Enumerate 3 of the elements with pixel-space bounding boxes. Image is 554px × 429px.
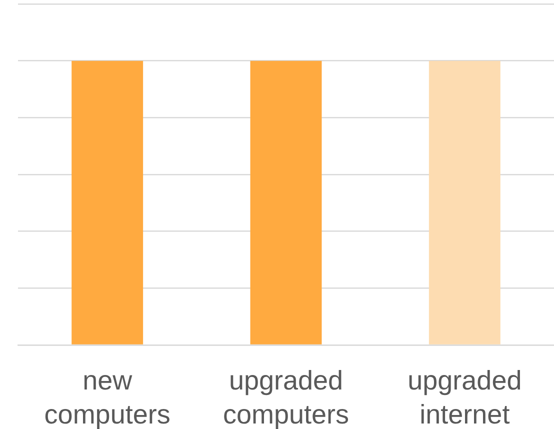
x-tick-label: upgraded computers	[222, 365, 350, 429]
x-tick-label: upgraded internet	[408, 365, 522, 429]
x-tick-label: new computers	[44, 365, 170, 429]
